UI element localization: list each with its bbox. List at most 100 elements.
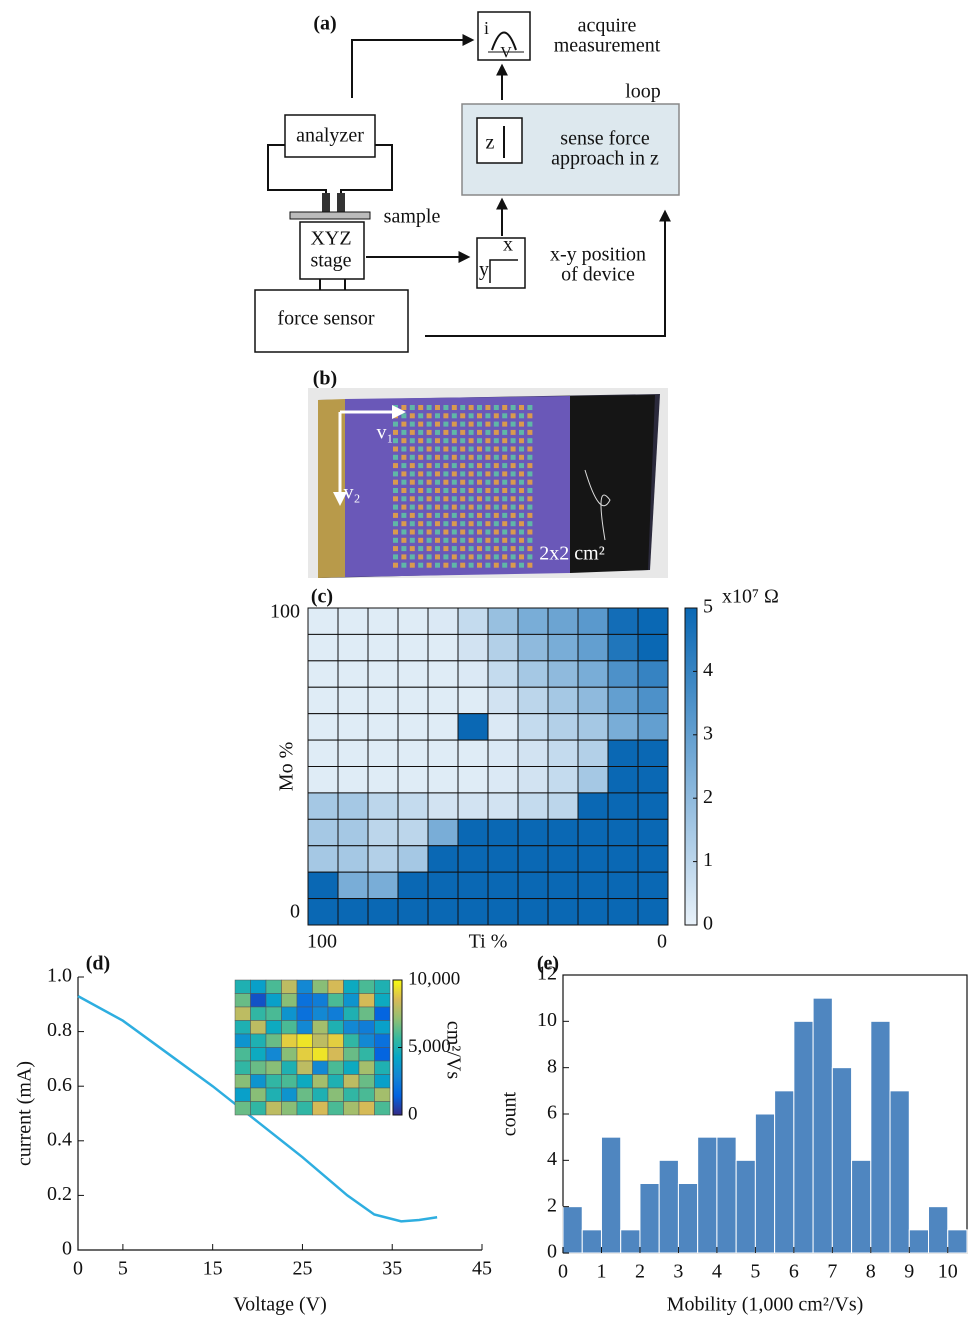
pad	[527, 480, 532, 485]
heat-cell	[458, 634, 488, 660]
pad	[494, 563, 499, 568]
heat-cell	[638, 661, 668, 687]
pad	[477, 463, 482, 468]
pad	[519, 447, 524, 452]
pad	[452, 438, 457, 443]
y-tick-label: 4	[547, 1148, 557, 1170]
pad	[494, 430, 499, 435]
pad	[502, 513, 507, 518]
pad	[427, 546, 432, 551]
x-tick-label: 0	[558, 1261, 568, 1283]
pad	[410, 413, 415, 418]
pad	[469, 405, 474, 410]
pad	[393, 546, 398, 551]
heat-cell	[251, 1007, 267, 1021]
bar	[890, 1091, 909, 1253]
pad	[511, 422, 516, 427]
pad	[494, 405, 499, 410]
heat-cell	[608, 608, 638, 634]
heat-cell	[458, 819, 488, 845]
x-axis-label: Ti %	[469, 931, 508, 953]
pad	[469, 463, 474, 468]
heat-cell	[608, 634, 638, 660]
y-tick-label: 0.2	[47, 1183, 72, 1205]
heat-cell	[428, 872, 458, 898]
pad	[435, 455, 440, 460]
heat-cell	[368, 714, 398, 740]
heat-cell	[638, 687, 668, 713]
heat-cell	[488, 872, 518, 898]
pad	[494, 413, 499, 418]
pad	[494, 488, 499, 493]
pad	[418, 563, 423, 568]
heat-cell	[282, 1007, 298, 1021]
heat-cell	[608, 767, 638, 793]
bar	[717, 1137, 736, 1253]
pad	[443, 513, 448, 518]
pad	[401, 471, 406, 476]
pad	[418, 422, 423, 427]
pad	[435, 530, 440, 535]
heat-cell	[235, 1021, 251, 1035]
pad	[418, 513, 423, 518]
pad	[511, 538, 516, 543]
pad	[502, 405, 507, 410]
pad	[443, 538, 448, 543]
pad	[401, 513, 406, 518]
colorbar-tick-label: 0	[703, 913, 713, 935]
y-tick-label: 0.4	[47, 1128, 72, 1150]
heat-cell	[488, 687, 518, 713]
y-tick-label: 0.8	[47, 1019, 72, 1041]
heat-cell	[368, 846, 398, 872]
pad	[452, 505, 457, 510]
pad	[443, 563, 448, 568]
pad	[435, 471, 440, 476]
pad	[502, 530, 507, 535]
heat-cell	[266, 1021, 282, 1035]
heat-cell	[375, 1088, 391, 1102]
y-tick-label: 0.6	[47, 1074, 72, 1096]
pad	[443, 463, 448, 468]
pad	[511, 563, 516, 568]
heat-cell	[375, 1061, 391, 1075]
pad	[410, 538, 415, 543]
pad	[485, 422, 490, 427]
pad	[469, 422, 474, 427]
heat-cell	[251, 1075, 267, 1089]
pad	[452, 521, 457, 526]
pad	[519, 413, 524, 418]
colorbar-label: x10⁷ Ω	[722, 586, 779, 608]
icon-label: i	[484, 18, 489, 38]
bar	[929, 1207, 948, 1253]
pad	[460, 513, 465, 518]
heat-cell	[518, 634, 548, 660]
pad	[469, 471, 474, 476]
bar	[852, 1160, 871, 1253]
pad	[469, 480, 474, 485]
heat-cell	[375, 1034, 391, 1048]
pad	[393, 530, 398, 535]
pad	[477, 405, 482, 410]
pad	[477, 521, 482, 526]
pad	[469, 413, 474, 418]
heat-cell	[266, 1061, 282, 1075]
pad	[469, 447, 474, 452]
heat-cell	[518, 661, 548, 687]
pad	[393, 447, 398, 452]
heat-cell	[266, 994, 282, 1008]
pad	[485, 488, 490, 493]
heat-cell	[488, 846, 518, 872]
pad	[435, 521, 440, 526]
pad	[443, 521, 448, 526]
pad	[485, 563, 490, 568]
heat-cell	[282, 1021, 298, 1035]
pad	[410, 546, 415, 551]
heat-cell	[548, 793, 578, 819]
heat-cell	[368, 634, 398, 660]
pad	[494, 480, 499, 485]
heat-cell	[359, 1102, 375, 1116]
pad	[401, 554, 406, 559]
heat-cell	[313, 1088, 329, 1102]
heat-cell	[518, 740, 548, 766]
colorbar-tick-label: 3	[703, 722, 713, 744]
